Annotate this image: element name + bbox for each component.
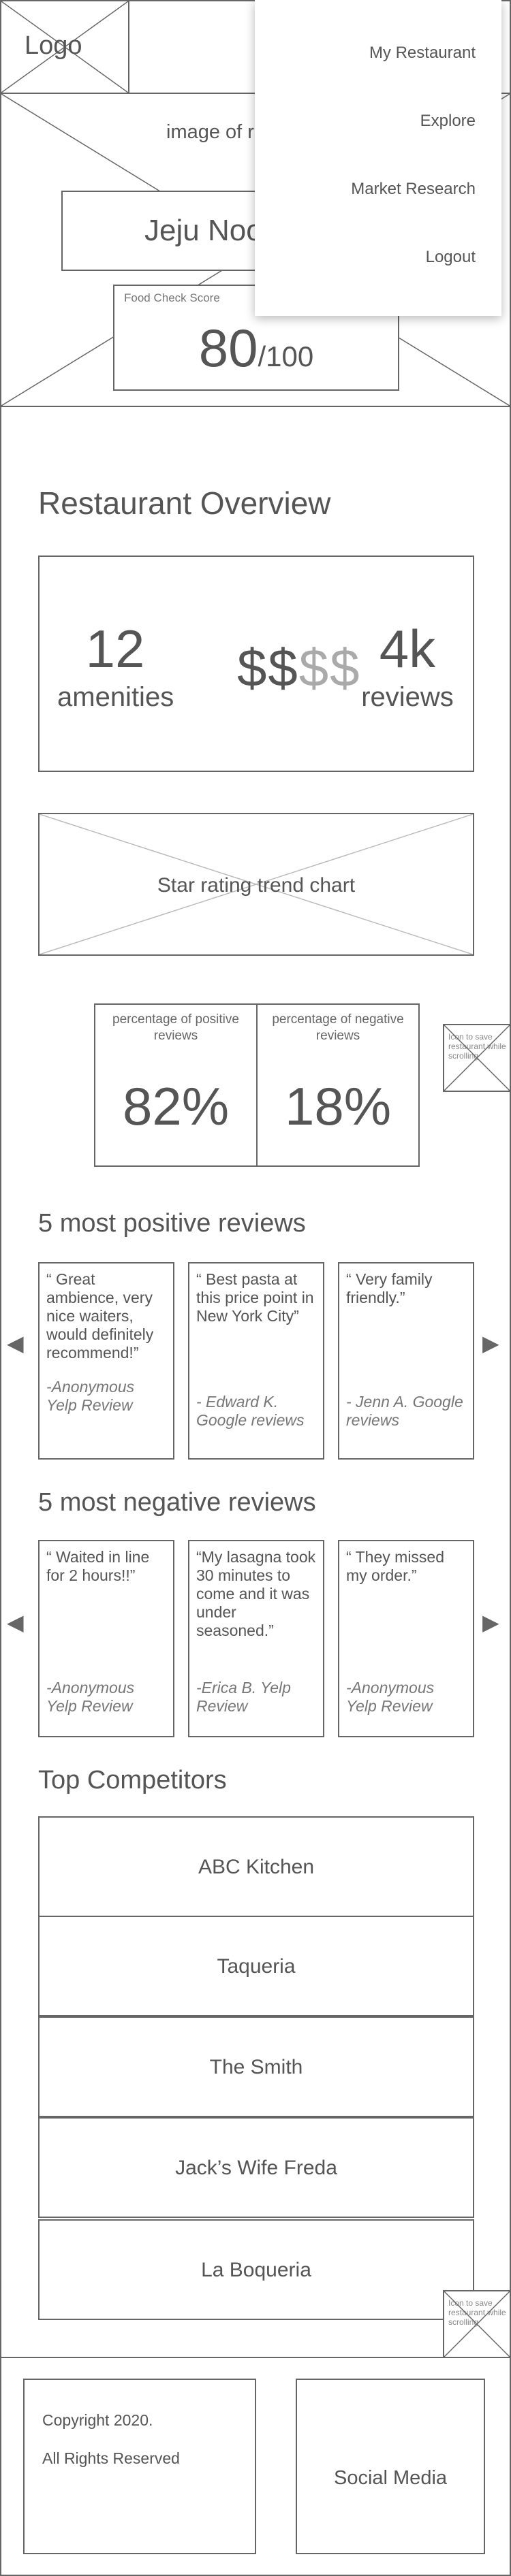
copyright-line-1: Copyright 2020.	[42, 2411, 153, 2429]
review-author: -Anonymous Yelp Review	[46, 1679, 135, 1715]
competitor-row[interactable]: Taqueria	[38, 1916, 474, 2016]
negative-percentage-cell: percentage of negative reviews 18%	[258, 1005, 418, 1165]
sentiment-box: percentage of positive reviews 82% perce…	[94, 1003, 420, 1167]
competitor-name: La Boqueria	[201, 2259, 311, 2281]
menu-item-explore[interactable]: Explore	[420, 112, 476, 130]
positive-percentage-value: 82%	[122, 1076, 230, 1136]
review-card: “ Best pasta at this price point in New …	[188, 1262, 324, 1460]
menu-item-market-research[interactable]: Market Research	[351, 180, 476, 198]
competitor-row[interactable]: The Smith	[38, 2016, 474, 2117]
sentiment-divider	[256, 1005, 258, 1165]
overview-title: Restaurant Overview	[38, 485, 331, 521]
review-author: -Anonymous Yelp Review	[46, 1378, 135, 1414]
competitor-name: The Smith	[209, 2056, 303, 2078]
negative-prev-arrow-icon[interactable]: ◀	[7, 1610, 24, 1635]
amenities-stat: 12 amenities	[57, 619, 174, 713]
reviews-label: reviews	[361, 682, 454, 712]
competitors-title: Top Competitors	[38, 1766, 227, 1794]
competitor-name: Taqueria	[217, 1955, 296, 1978]
score-label: Food Check Score	[124, 291, 220, 304]
logo-text: Logo	[25, 31, 82, 60]
score-value: 80	[198, 318, 258, 378]
positive-reviews-carousel: “ Great ambience, very nice waiters, wou…	[0, 1262, 511, 1460]
overview-stats-box: 12 amenities $$$$ 4k reviews	[38, 556, 474, 772]
copyright-line-2: All Rights Reserved	[42, 2449, 180, 2467]
review-author: -Anonymous Yelp Review	[346, 1679, 435, 1715]
competitor-name: Jack’s Wife Freda	[175, 2157, 337, 2179]
negative-percentage-label: percentage of negative reviews	[272, 1012, 404, 1043]
price-inactive: $$	[298, 638, 361, 698]
copyright-box: Copyright 2020. All Rights Reserved	[23, 2379, 256, 2554]
save-restaurant-icon[interactable]: Icon to save restaurant while scrolling	[443, 1024, 511, 1092]
positive-next-arrow-icon[interactable]: ▶	[482, 1331, 499, 1355]
review-author: - Edward K. Google reviews	[196, 1393, 305, 1429]
positive-percentage-cell: percentage of positive reviews 82%	[95, 1005, 256, 1165]
negative-reviews-carousel: “ Waited in line for 2 hours!!” -Anonymo…	[0, 1540, 511, 1737]
save-restaurant-icon-sticky[interactable]: Icon to save restaurant while scrolling	[443, 2290, 511, 2358]
positive-reviews-title: 5 most positive reviews	[38, 1209, 306, 1238]
competitor-row[interactable]: ABC Kitchen	[38, 1816, 474, 1917]
social-media-label: Social Media	[333, 2467, 448, 2489]
negative-reviews-title: 5 most negative reviews	[38, 1488, 316, 1517]
review-quote: “ They missed my order.”	[346, 1548, 445, 1584]
price-level: $$$$	[237, 637, 361, 699]
review-author: - Jenn A. Google reviews	[346, 1393, 463, 1429]
negative-percentage-value: 18%	[284, 1076, 392, 1136]
amenities-label: amenities	[57, 682, 174, 712]
trend-chart-label: Star rating trend chart	[157, 874, 356, 897]
review-quote: “My lasagna took 30 minutes to come and …	[196, 1548, 316, 1639]
social-media-box[interactable]: Social Media	[296, 2379, 485, 2554]
logo[interactable]: Logo	[0, 0, 129, 94]
review-card: “My lasagna took 30 minutes to come and …	[188, 1540, 324, 1737]
competitor-name: ABC Kitchen	[198, 1856, 315, 1878]
negative-next-arrow-icon[interactable]: ▶	[482, 1610, 499, 1635]
review-quote: “ Great ambience, very nice waiters, wou…	[46, 1270, 154, 1362]
review-author: -Erica B. Yelp Review	[196, 1679, 291, 1715]
amenities-count: 12	[85, 619, 145, 679]
review-quote: “ Best pasta at this price point in New …	[196, 1270, 314, 1325]
competitor-row[interactable]: Jack’s Wife Freda	[38, 2117, 474, 2218]
nav-dropdown-menu: My Restaurant Explore Market Research Lo…	[255, 0, 501, 316]
competitor-row[interactable]: La Boqueria	[38, 2219, 474, 2320]
reviews-count: 4k	[379, 619, 436, 679]
review-card: “ They missed my order.” -Anonymous Yelp…	[338, 1540, 474, 1737]
star-rating-trend-chart: Star rating trend chart	[38, 813, 474, 956]
positive-percentage-label: percentage of positive reviews	[112, 1012, 239, 1043]
score-denominator: /100	[258, 340, 314, 372]
menu-item-logout[interactable]: Logout	[425, 248, 476, 266]
menu-item-my-restaurant[interactable]: My Restaurant	[369, 44, 476, 62]
review-card: “ Very family friendly.” - Jenn A. Googl…	[338, 1262, 474, 1460]
footer-divider	[0, 2357, 511, 2358]
review-quote: “ Very family friendly.”	[346, 1270, 433, 1306]
score-value-wrap: 80/100	[114, 317, 398, 379]
price-active: $$	[237, 638, 299, 698]
review-card: “ Great ambience, very nice waiters, wou…	[38, 1262, 174, 1460]
positive-prev-arrow-icon[interactable]: ◀	[7, 1331, 24, 1355]
reviews-stat: 4k reviews	[353, 622, 462, 713]
review-card: “ Waited in line for 2 hours!!” -Anonymo…	[38, 1540, 174, 1737]
review-quote: “ Waited in line for 2 hours!!”	[46, 1548, 150, 1584]
